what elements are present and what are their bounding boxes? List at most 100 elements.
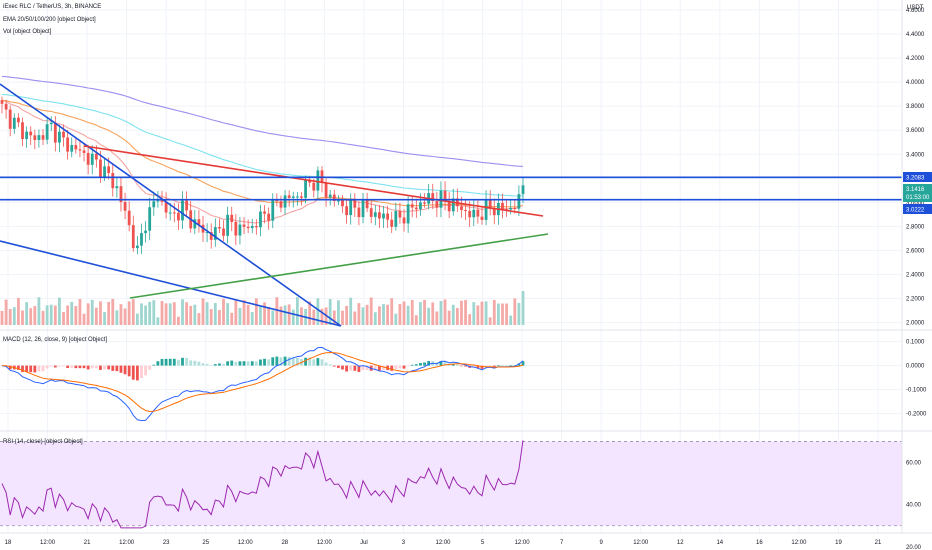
candle-body bbox=[140, 233, 143, 246]
chart-title[interactable]: iExec RLC / TetherUS, 3h, BINANCE bbox=[3, 4, 101, 10]
macd-histogram-bar bbox=[29, 365, 33, 373]
volume-bar bbox=[172, 302, 176, 325]
volume-bar bbox=[291, 309, 295, 325]
candle-body bbox=[17, 117, 20, 123]
price-tick-label: 4.6000 bbox=[906, 8, 925, 14]
macd-histogram-bar bbox=[62, 365, 65, 367]
volume-bar bbox=[111, 298, 115, 325]
volume-bar bbox=[86, 303, 90, 325]
trendline-blue-lower[interactable] bbox=[0, 240, 342, 327]
price-tick-label: 2.6000 bbox=[906, 248, 925, 254]
macd-histogram-bar bbox=[74, 365, 78, 369]
candle-body bbox=[472, 209, 476, 218]
time-tick-label: 18 bbox=[5, 540, 12, 546]
trendline-green-support[interactable] bbox=[129, 233, 549, 299]
candle-body bbox=[357, 207, 361, 218]
macd-histogram-bar bbox=[238, 361, 242, 366]
support-badge: 3.0222 bbox=[903, 204, 932, 214]
candle-body bbox=[332, 194, 336, 201]
candle-body bbox=[213, 227, 217, 240]
macd-histogram-bar bbox=[21, 365, 24, 373]
macd-histogram-bar bbox=[361, 365, 365, 371]
time-tick-label: 12:00 bbox=[238, 540, 254, 546]
volume-bar bbox=[205, 302, 209, 325]
macd-histogram-bar bbox=[279, 357, 283, 366]
volume-bar bbox=[90, 299, 94, 325]
volume-bar bbox=[427, 307, 431, 325]
candle-body bbox=[365, 199, 369, 209]
macd-histogram-bar bbox=[218, 363, 221, 366]
macd-histogram-bar bbox=[25, 365, 29, 373]
volume-bar bbox=[279, 306, 283, 325]
volume-bar bbox=[254, 298, 258, 325]
volume-indicator-label[interactable]: Vol [object Object] bbox=[3, 29, 52, 35]
price-tick-label: 2.2000 bbox=[906, 297, 925, 303]
macd-histogram-bar bbox=[172, 358, 176, 366]
candle-body bbox=[390, 219, 394, 227]
rsi-indicator-label[interactable]: RSI (14, close) [object Object] bbox=[3, 439, 83, 445]
volume-bar bbox=[127, 301, 131, 325]
macd-histogram-bar bbox=[131, 365, 135, 380]
volume-bar bbox=[230, 312, 234, 325]
rsi-line bbox=[1, 440, 524, 529]
time-tick-label: 9 bbox=[600, 540, 604, 546]
volume-bar bbox=[455, 308, 459, 325]
ema-indicator-label[interactable]: EMA 20/50/100/200 [object Object] bbox=[3, 17, 96, 23]
candle-body bbox=[230, 214, 234, 222]
candle-body bbox=[58, 131, 61, 143]
price-tick-label: 2.4000 bbox=[906, 273, 925, 279]
trend-lines[interactable] bbox=[0, 83, 902, 327]
candle-body bbox=[517, 194, 521, 209]
time-tick-label: Jul bbox=[360, 540, 368, 546]
volume-bar bbox=[328, 299, 332, 325]
trendline-red-resistance[interactable] bbox=[83, 145, 544, 217]
volume-bar bbox=[218, 310, 221, 325]
candle-body bbox=[185, 200, 189, 211]
macd-histogram-bar bbox=[168, 358, 172, 366]
volume-bar bbox=[144, 305, 147, 325]
macd-histogram-bar bbox=[123, 365, 127, 375]
candle-body bbox=[259, 211, 262, 228]
macd-histogram-bar bbox=[336, 365, 340, 368]
volume-bar bbox=[410, 299, 414, 325]
candle-body bbox=[386, 213, 390, 220]
volume-bar bbox=[58, 297, 61, 325]
candle-body bbox=[291, 196, 295, 198]
macd-histogram-bar bbox=[119, 365, 123, 373]
volume-bar bbox=[295, 297, 299, 325]
volume-bar bbox=[140, 303, 143, 325]
candle-body bbox=[12, 117, 16, 129]
volume-bar bbox=[181, 299, 184, 325]
macd-histogram-bar bbox=[484, 365, 488, 367]
candle-body bbox=[394, 210, 398, 227]
candle-body bbox=[419, 202, 422, 210]
volume-bar bbox=[406, 305, 410, 325]
macd-histogram-bar bbox=[476, 365, 480, 369]
time-tick-label: 5 bbox=[481, 540, 485, 546]
candle-body bbox=[181, 200, 184, 221]
time-tick-label: 12:00 bbox=[435, 540, 451, 546]
macd-indicator-label[interactable]: MACD (12, 26, close, 9) [object Object] bbox=[3, 337, 107, 343]
macd-histogram-bar bbox=[406, 365, 410, 367]
trendline-blue-upper[interactable] bbox=[0, 83, 342, 327]
price-axis[interactable]: 4.6000 4.4000 4.2000 4.0000 3.8000 3.6000 3.40… bbox=[906, 8, 927, 550]
candle-body bbox=[94, 153, 98, 160]
candle-body bbox=[53, 122, 57, 143]
candle-body bbox=[398, 210, 402, 218]
candle-body bbox=[33, 135, 37, 140]
macd-histogram-bar bbox=[271, 357, 275, 366]
countdown-text: 01:53:00 bbox=[906, 195, 930, 201]
volume-bar bbox=[53, 305, 57, 325]
macd-histogram-bar bbox=[213, 364, 217, 366]
macd-histogram-bar bbox=[99, 365, 102, 370]
macd-histogram-bar bbox=[230, 360, 234, 366]
volume-bar bbox=[131, 299, 135, 325]
time-axis[interactable]: 18 12:00 21 12:00 23 25 12:00 28 12:00 Jul 3 12:00 5… bbox=[5, 540, 882, 546]
candle-body bbox=[62, 131, 65, 138]
volume-bars bbox=[0, 291, 525, 325]
price-tick-label: 3.0000 bbox=[906, 200, 925, 206]
macd-histogram-bar bbox=[480, 365, 484, 369]
macd-histogram-bar bbox=[181, 357, 184, 366]
macd-histogram-bar bbox=[177, 359, 180, 366]
